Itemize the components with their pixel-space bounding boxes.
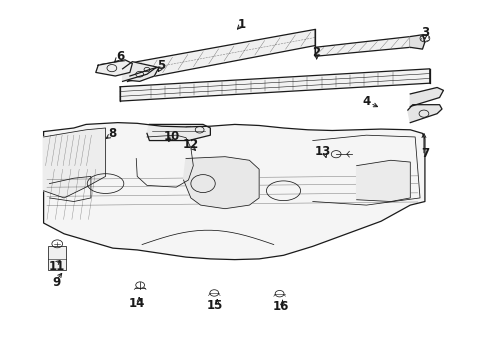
Text: 12: 12 [183,138,199,150]
Text: 4: 4 [362,95,370,108]
Text: 7: 7 [420,147,428,159]
Polygon shape [96,60,132,76]
Text: 14: 14 [129,297,145,310]
Text: 10: 10 [163,130,179,144]
Polygon shape [128,67,159,81]
Polygon shape [407,105,441,123]
Text: 3: 3 [420,27,428,40]
Text: 1: 1 [238,18,245,31]
Bar [48,246,65,270]
Polygon shape [127,30,315,81]
Polygon shape [43,123,424,260]
Polygon shape [120,69,429,101]
Text: 6: 6 [116,50,124,63]
Polygon shape [183,157,259,209]
Text: 15: 15 [206,299,223,312]
Polygon shape [43,128,105,198]
Polygon shape [315,37,409,56]
Text: 5: 5 [157,59,165,72]
Text: 11: 11 [48,260,65,273]
Polygon shape [122,62,157,81]
Polygon shape [356,160,409,202]
Text: 9: 9 [53,276,61,289]
Text: 16: 16 [272,300,289,313]
Polygon shape [147,125,210,140]
Text: 2: 2 [312,46,320,59]
Polygon shape [409,35,424,49]
Polygon shape [409,87,443,107]
Text: 8: 8 [108,127,117,140]
Text: 13: 13 [314,145,330,158]
